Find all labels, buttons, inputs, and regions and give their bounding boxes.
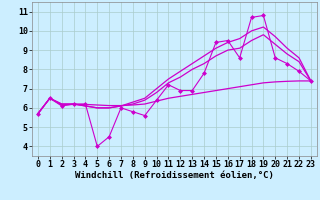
X-axis label: Windchill (Refroidissement éolien,°C): Windchill (Refroidissement éolien,°C) [75, 171, 274, 180]
